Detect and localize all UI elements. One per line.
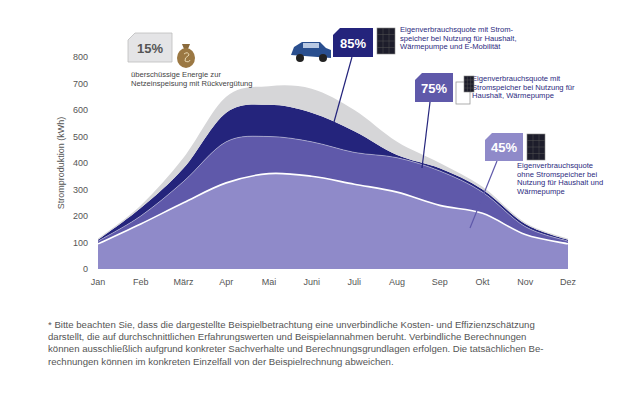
series-name: Eigenverbrauchsquote mit Strom-speicher …	[400, 25, 517, 51]
series-name: Eigenverbrauchsquoteohne Stromspeicher b…	[517, 161, 603, 196]
y-tick-label: 0	[83, 264, 88, 274]
solar-panel-icon-line	[527, 153, 545, 154]
area	[98, 85, 568, 239]
x-tick-label: Dez	[560, 277, 577, 287]
y-tick-label: 800	[73, 52, 88, 62]
solar-panel-icon	[527, 134, 545, 160]
y-tick-label: 500	[73, 132, 88, 142]
solar-panel-icon-line	[377, 34, 395, 35]
callout-box	[485, 133, 523, 161]
car-icon-window	[303, 43, 319, 48]
x-tick-label: Juni	[303, 277, 320, 287]
footnote-line: können ausschließlich aufgrund konkreter…	[48, 343, 543, 354]
plot-area	[98, 85, 568, 269]
y-tick-label: 600	[73, 105, 88, 115]
background	[0, 0, 640, 404]
y-tick-label: 100	[73, 238, 88, 248]
x-tick-label: Sep	[432, 277, 448, 287]
y-tick-label: 400	[73, 158, 88, 168]
solar-panel-icon-line	[527, 147, 545, 148]
footnote-line: * Bitte beachten Sie, dass die dargestel…	[48, 319, 535, 330]
x-tick-label: Apr	[219, 277, 233, 287]
callout-pointer	[334, 57, 352, 122]
money-bag-icon	[184, 53, 190, 62]
x-tick-label: Okt	[476, 277, 491, 287]
y-tick-label: 700	[73, 79, 88, 89]
solar-panel-icon	[464, 76, 474, 92]
y-tick-label: 300	[73, 185, 88, 195]
series-name-line: Wärmepumpe	[517, 187, 565, 196]
y-tick-label: 200	[73, 211, 88, 221]
x-tick-label: Aug	[389, 277, 405, 287]
solar-panel-icon-line	[527, 140, 545, 141]
footnote-line: darstellt, die auf durchschnittlichen Er…	[48, 331, 526, 342]
series-name-line: Wärmepumpe und E-Mobilität	[400, 42, 501, 51]
x-tick-label: März	[173, 277, 193, 287]
callout-label: 45%	[491, 140, 517, 155]
series-name: überschüssige Energie zurNetzeinspeisung…	[131, 70, 253, 88]
callout-box	[128, 33, 172, 62]
callout-label: 75%	[421, 81, 447, 96]
footnote: * Bitte beachten Sie, dass die dargestel…	[48, 319, 543, 367]
series-name: Eigenverbrauchsquote mitStromspeicher be…	[472, 74, 575, 100]
x-tick-label: Juli	[348, 277, 362, 287]
solar-panel-icon-line	[464, 80, 474, 81]
callout-box	[333, 28, 373, 57]
x-tick-label: Nov	[517, 277, 534, 287]
x-tick-label: Feb	[133, 277, 149, 287]
callout-box	[415, 73, 453, 102]
car-icon-wheel	[319, 54, 327, 62]
callout-pointer	[422, 102, 430, 168]
callout-label: 85%	[340, 36, 366, 51]
money-bag-icon	[177, 48, 195, 68]
solar-panel-icon-line	[464, 88, 474, 89]
area-edge	[98, 136, 568, 241]
solar-panel-icon-line	[377, 47, 395, 48]
solar-panel-icon	[377, 28, 395, 54]
series-name-line: Netzeinspeisung mit Rückvergütung	[131, 79, 253, 88]
footnote-line: rechnungen können im konkreten Einzelfal…	[48, 356, 394, 367]
callout-pointer	[470, 161, 497, 228]
y-axis-label: Stromproduktion (kWh)	[56, 117, 66, 210]
series-name-line: Haushalt, Wärmepumpe	[472, 91, 554, 100]
x-tick-label: Mai	[262, 277, 277, 287]
chart: 0 100 200 300 400 500 600 700 800 Stromproduktion…	[0, 0, 640, 404]
area-edge	[98, 173, 568, 244]
callout-label: 15%	[137, 41, 163, 56]
car-icon-wheel	[296, 54, 304, 62]
solar-panel-icon-line	[464, 84, 474, 85]
x-tick-label: Jan	[91, 277, 106, 287]
solar-panel-icon-line	[377, 41, 395, 42]
